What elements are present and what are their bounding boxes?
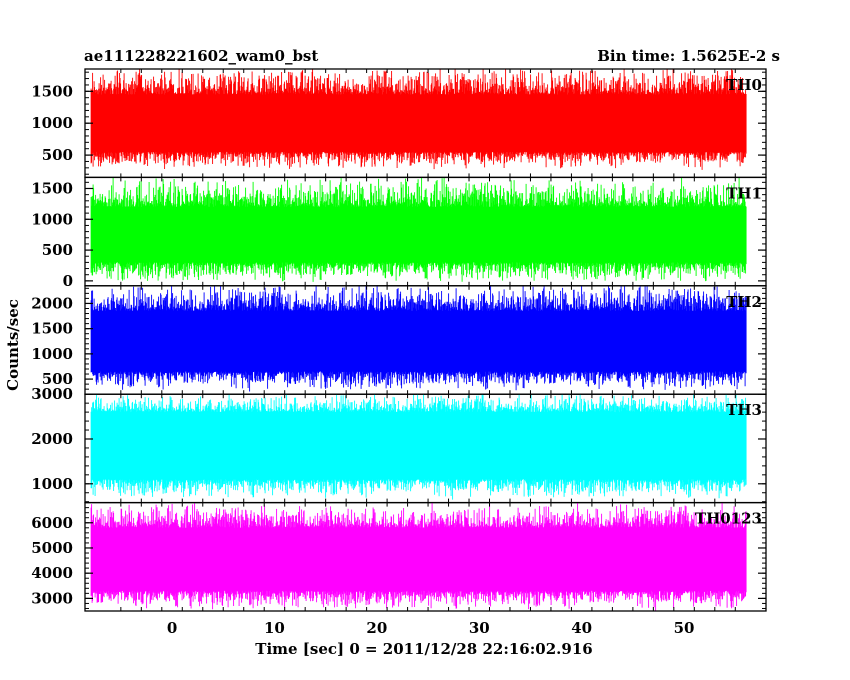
x-tick-label: 40 xyxy=(571,619,592,637)
y-tick-label: 1000 xyxy=(31,345,73,363)
y-tick-label: 0 xyxy=(63,272,73,290)
y-ticks-th2: 500 1000 1500 2000 xyxy=(31,285,766,395)
panel-frame xyxy=(84,501,767,612)
y-tick-label: 1000 xyxy=(31,475,73,493)
series-th3 xyxy=(90,394,747,500)
y-tick-label: 1000 xyxy=(31,114,73,132)
y-tick-label: 3000 xyxy=(31,385,73,403)
y-tick-label: 500 xyxy=(42,370,73,388)
panel-th3: 1000 2000 3000 TH3 xyxy=(31,385,767,504)
series-th0 xyxy=(90,69,747,170)
y-tick-label: 6000 xyxy=(31,514,73,532)
y-tick-label: 1500 xyxy=(31,320,73,338)
y-tick-label: 2000 xyxy=(31,294,73,312)
panel-label-th1: TH1 xyxy=(726,184,762,202)
title-left: ae111228221602_wam0_bst xyxy=(84,47,318,65)
panels-group: 500 1000 1500 TH0 0 500 1000 1500 TH1 500 1000 1500… xyxy=(31,68,767,612)
y-ticks-th3: 1000 2000 3000 xyxy=(31,385,766,503)
x-tick-label: 30 xyxy=(469,619,490,637)
y-tick-label: 1000 xyxy=(31,210,73,228)
y-tick-label: 4000 xyxy=(31,564,73,582)
title-right: Bin time: 1.5625E-2 s xyxy=(597,47,780,65)
y-tick-label: 1500 xyxy=(31,179,73,197)
series-th0123 xyxy=(90,502,747,611)
y-ticks-th1: 0 500 1000 1500 xyxy=(31,177,766,290)
y-axis-label: Counts/sec xyxy=(4,299,22,391)
y-tick-label: 3000 xyxy=(31,589,73,607)
x-axis: 0 10 20 30 40 50 xyxy=(167,619,695,637)
x-tick-label: 50 xyxy=(674,619,695,637)
x-tick-label: 20 xyxy=(366,619,387,637)
y-tick-label: 2000 xyxy=(31,430,73,448)
panel-th0: 500 1000 1500 TH0 xyxy=(31,68,767,179)
x-tick-label: 10 xyxy=(264,619,285,637)
x-tick-label: 0 xyxy=(167,619,177,637)
y-tick-label: 1500 xyxy=(31,82,73,100)
series-th1 xyxy=(90,177,747,282)
y-tick-label: 500 xyxy=(42,241,73,259)
x-axis-label: Time [sec] 0 = 2011/12/28 22:16:02.916 xyxy=(255,640,592,658)
panel-th1: 0 500 1000 1500 TH1 xyxy=(31,176,767,290)
panel-label-th0123: TH0123 xyxy=(695,510,762,528)
series-th2 xyxy=(90,285,747,392)
y-ticks-th0123: 3000 4000 5000 6000 xyxy=(31,502,766,611)
panel-th0123: 3000 4000 5000 6000 TH0123 xyxy=(31,501,767,612)
panel-th2: 500 1000 1500 2000 TH2 xyxy=(31,285,767,395)
panel-label-th2: TH2 xyxy=(726,293,762,311)
y-ticks-th0: 500 1000 1500 xyxy=(31,69,766,178)
y-tick-label: 500 xyxy=(42,146,73,164)
panel-label-th3: TH3 xyxy=(726,401,762,419)
panel-label-th0: TH0 xyxy=(726,76,762,94)
y-tick-label: 5000 xyxy=(31,539,73,557)
